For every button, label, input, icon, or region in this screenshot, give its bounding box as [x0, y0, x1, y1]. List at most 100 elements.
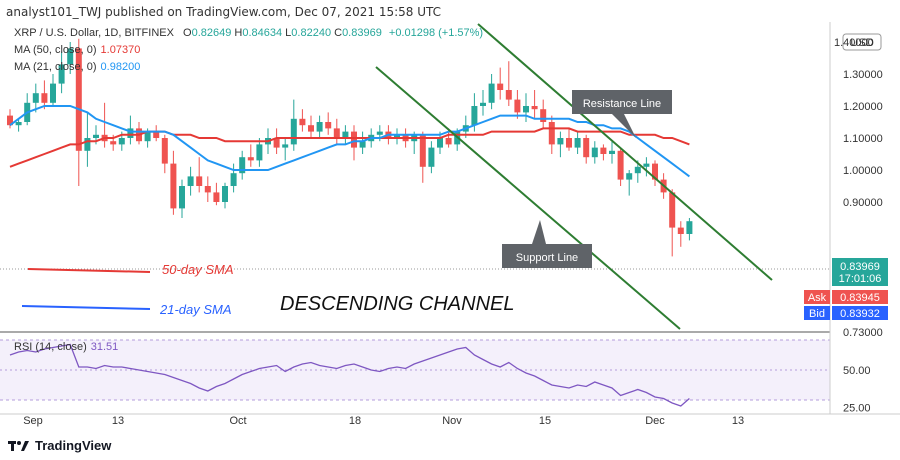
resistance-trendline[interactable] — [477, 23, 773, 281]
last-price-tag: 0.83969 17:01:06 — [832, 258, 888, 286]
candle-body — [161, 138, 168, 164]
candle-body — [428, 147, 435, 167]
price-tick-label: 1.20000 — [843, 101, 883, 113]
candle-body — [566, 138, 572, 148]
candle-body — [609, 150, 615, 154]
channel-annotation: DESCENDING CHANNEL — [280, 293, 514, 315]
time-axis[interactable]: Sep 13 Oct 18 Nov 15 Dec 13 — [23, 415, 744, 427]
candle-body — [351, 131, 357, 148]
rsi-axis: 50.00 25.00 — [843, 365, 871, 415]
bid-tag: Bid 0.83932 — [804, 306, 888, 320]
candle-body — [557, 138, 564, 145]
sma21-legend-line — [21, 305, 151, 310]
candle-body — [179, 186, 185, 209]
time-tick-label: Dec — [645, 415, 665, 427]
candle-body — [394, 134, 400, 138]
candle-body — [540, 109, 547, 122]
candle-body — [488, 83, 495, 103]
price-tick-label: 1.40000 — [834, 37, 874, 49]
candle-body — [144, 131, 151, 142]
legend-ma50: MA (50, close, 0) 1.07370 — [14, 44, 140, 56]
candle-body — [471, 106, 478, 126]
candle-body — [118, 138, 125, 145]
candle-body — [376, 131, 383, 135]
candle-body — [686, 221, 693, 234]
price-chart[interactable]: Resistance Line Support Line 50-day SMA … — [0, 22, 900, 432]
candle-body — [634, 166, 641, 174]
candle-body — [359, 141, 366, 148]
candle-body — [617, 150, 624, 180]
time-tick-label: 15 — [539, 415, 551, 427]
candle-body — [677, 227, 684, 234]
candle-body — [15, 122, 22, 126]
price-tick-label: 0.73000 — [843, 327, 883, 339]
candle-body — [299, 118, 306, 126]
support-callout[interactable]: Support Line — [502, 220, 592, 268]
candle-body — [170, 163, 177, 209]
resistance-callout[interactable]: Resistance Line — [572, 90, 672, 138]
candle-body — [669, 192, 676, 228]
candle-body — [316, 122, 323, 132]
candle-body — [480, 102, 486, 106]
time-tick-label: Sep — [23, 415, 43, 427]
price-tick-label: 1.10000 — [843, 133, 883, 145]
candle-body — [222, 186, 228, 202]
candle-body — [600, 147, 607, 154]
price-tick-label: 0.90000 — [843, 197, 883, 209]
time-tick-label: Oct — [229, 415, 246, 427]
price-tick-label: 1.30000 — [843, 69, 883, 81]
candle-body — [58, 64, 65, 84]
candle-body — [514, 99, 521, 113]
candle-body — [127, 128, 134, 138]
tradingview-logo-icon — [8, 440, 29, 451]
candle-body — [290, 118, 297, 145]
candle-body — [643, 163, 650, 167]
candle-body — [196, 176, 203, 186]
rsi-tick-label: 50.00 — [843, 365, 871, 377]
candle-body — [591, 147, 598, 158]
candle-body — [110, 141, 117, 145]
sma50-annotation: 50-day SMA — [162, 262, 234, 277]
legend-rsi: RSI (14, close) 31.51 — [14, 341, 118, 353]
candle-body — [505, 90, 512, 100]
candle-body — [583, 138, 590, 158]
ma21-line — [9, 105, 690, 178]
candle-body — [213, 192, 220, 202]
footer-brand[interactable]: TradingView — [8, 438, 111, 453]
candle-body — [282, 144, 289, 148]
candle-body — [239, 157, 246, 174]
candle-body — [574, 138, 581, 148]
candle-body — [84, 138, 91, 151]
candle-body — [187, 176, 194, 186]
candles-layer — [7, 38, 693, 257]
candle-body — [256, 144, 263, 161]
legend-symbol: XRP / U.S. Dollar, 1D, BITFINEX O0.82649… — [14, 27, 483, 39]
sma21-annotation: 21-day SMA — [159, 302, 232, 317]
candle-countdown: 17:01:06 — [839, 273, 882, 285]
candle-body — [652, 163, 658, 180]
time-tick-label: Nov — [442, 415, 462, 427]
currency-button[interactable]: USD — [842, 33, 882, 51]
support-label: Support Line — [516, 252, 578, 264]
ask-value: 0.83945 — [840, 292, 880, 304]
bid-value: 0.83932 — [840, 308, 880, 320]
candle-body — [7, 115, 13, 126]
time-tick-label: 18 — [349, 415, 361, 427]
time-tick-label: 13 — [112, 415, 124, 427]
support-trendline[interactable] — [375, 66, 681, 330]
price-pane — [0, 22, 830, 326]
candle-body — [342, 131, 349, 138]
candle-body — [153, 131, 160, 138]
chart-area[interactable]: Resistance Line Support Line 50-day SMA … — [0, 22, 900, 432]
candle-body — [67, 48, 74, 65]
rsi-tick-label: 25.00 — [843, 403, 871, 415]
candle-body — [273, 138, 280, 148]
candle-body — [50, 83, 56, 103]
candle-body — [93, 134, 99, 138]
legend-ma21: MA (21, close, 0) 0.98200 — [14, 61, 140, 73]
price-axis[interactable]: 1.40000 1.30000 1.20000 1.10000 1.00000 0.900… — [834, 37, 883, 339]
ask-label: Ask — [808, 292, 827, 304]
candle-body — [325, 122, 332, 129]
candle-body — [32, 93, 39, 103]
candle-body — [204, 186, 211, 193]
